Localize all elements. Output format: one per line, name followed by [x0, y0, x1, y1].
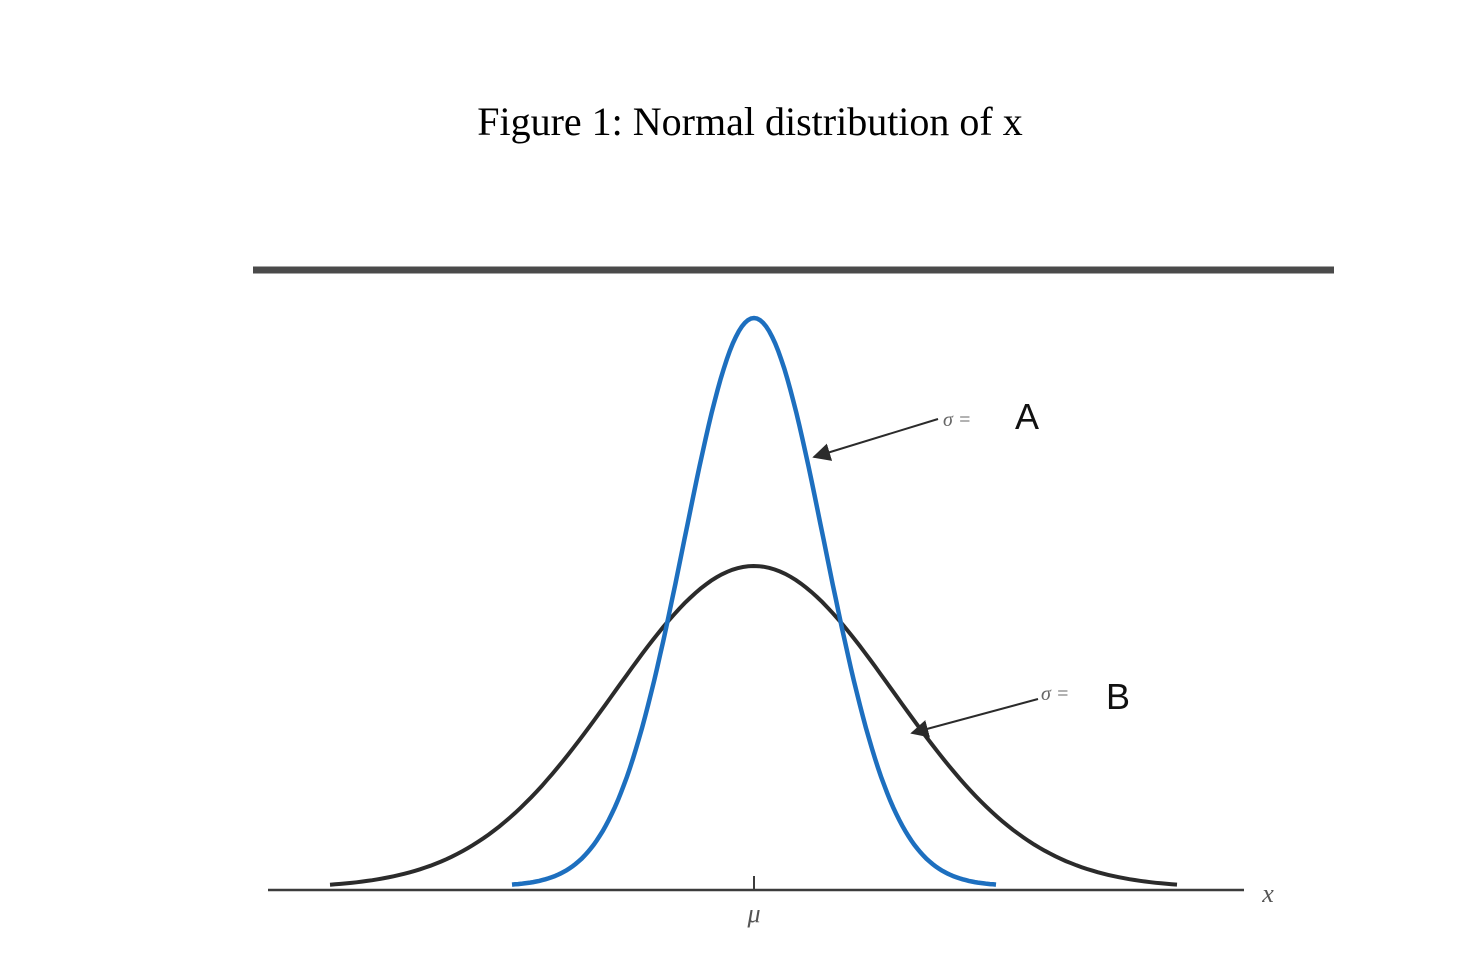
sigma-prefix-b: σ =: [1041, 683, 1069, 705]
x-axis-variable-label: x: [1261, 879, 1274, 908]
sigma-value-b: B: [1106, 676, 1130, 717]
sigma-prefix-a: σ =: [943, 409, 971, 431]
annotation-arrow-b: [910, 698, 1039, 738]
mean-tick-label: μ: [746, 899, 760, 928]
annotation-arrow-a: [812, 418, 939, 461]
curve-sigma-b: [329, 563, 1178, 887]
figure-title: Figure 1: Normal distribution of x: [477, 99, 1023, 144]
curve-sigma-a: [511, 315, 997, 887]
sigma-value-a: A: [1015, 396, 1039, 437]
